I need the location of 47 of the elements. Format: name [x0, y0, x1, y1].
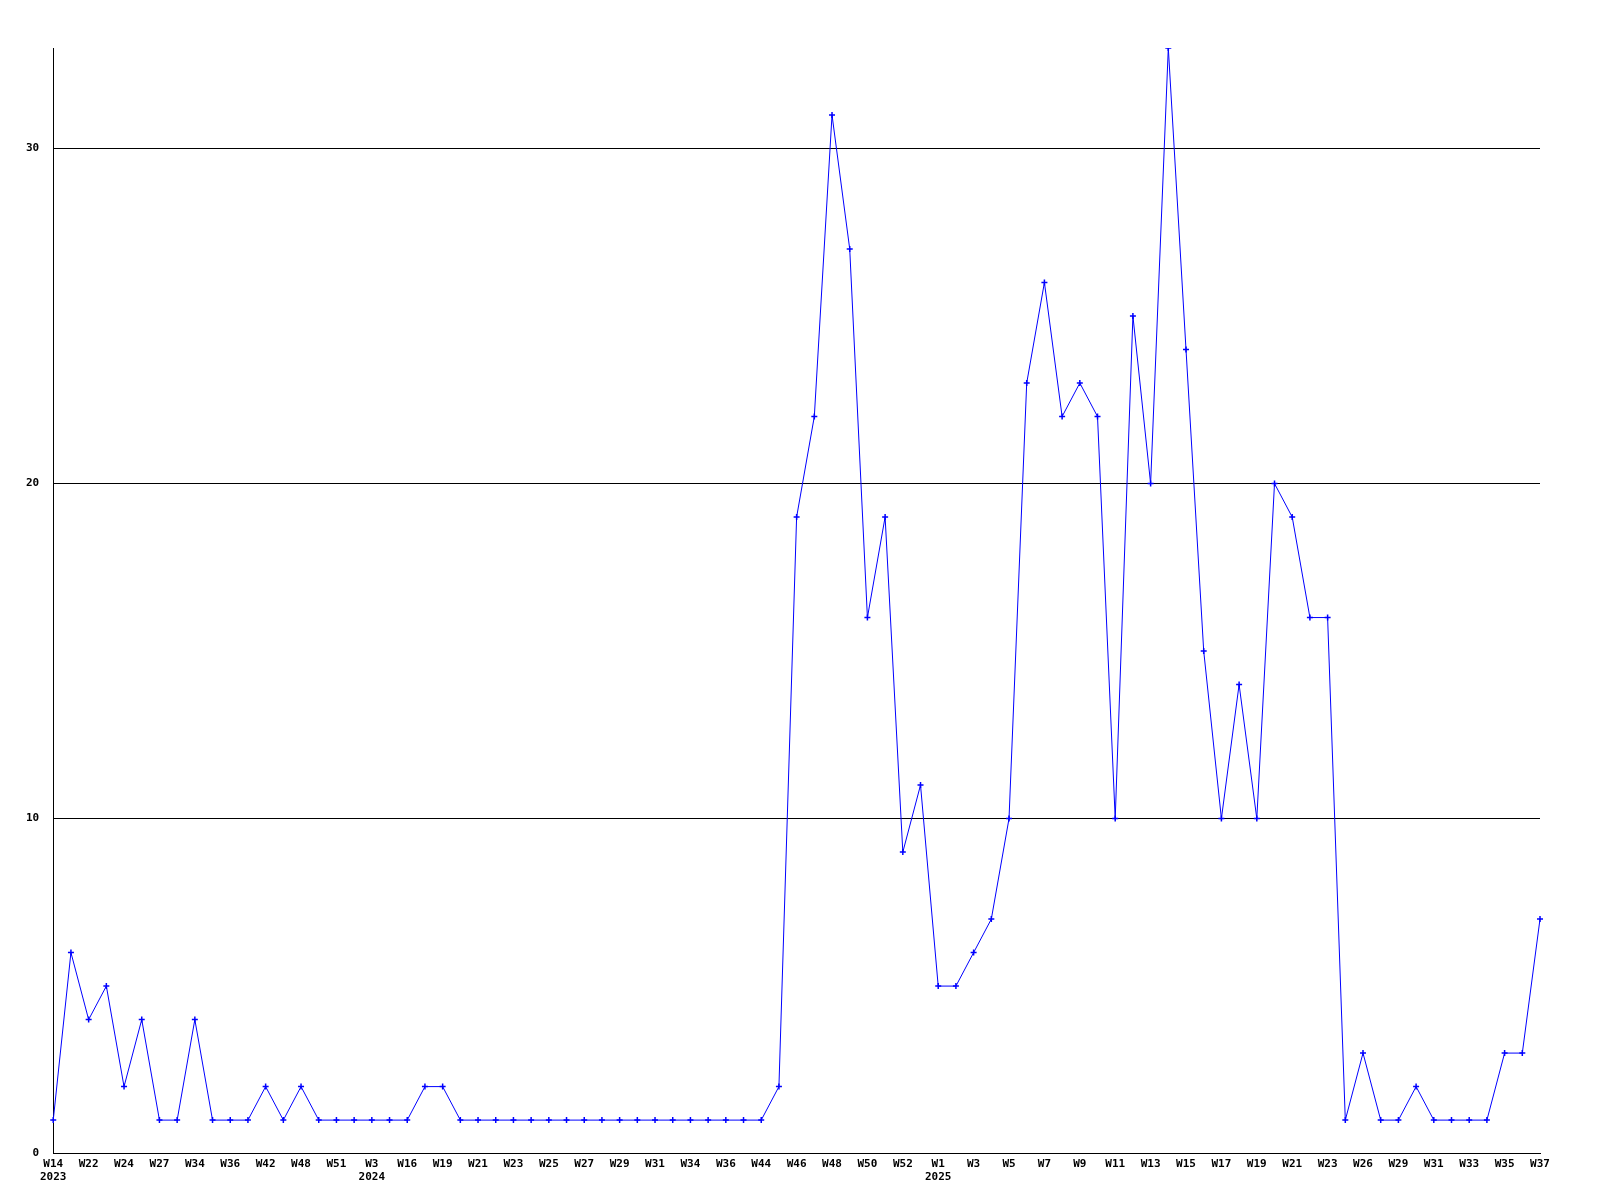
x-tick-label: W29 [609, 1157, 630, 1171]
x-tick-label: W46 [786, 1157, 807, 1171]
x-tick-label: W21 [468, 1157, 489, 1171]
x-tick-label: W14 2023 [40, 1157, 67, 1184]
x-tick-label: W3 2024 [358, 1157, 386, 1184]
x-tick-label: W19 [432, 1157, 453, 1171]
x-tick-label: W23 [503, 1157, 524, 1171]
x-tick-label: W35 [1494, 1157, 1515, 1171]
x-tick-label: W44 [751, 1157, 772, 1171]
x-tick-label: W42 [255, 1157, 276, 1171]
x-tick-label: W31 [645, 1157, 666, 1171]
x-tick-label: W27 [574, 1157, 595, 1171]
x-tick-label: W26 [1353, 1157, 1374, 1171]
x-tick-label: W17 [1211, 1157, 1232, 1171]
x-tick-label: W9 [1073, 1157, 1087, 1171]
x-tick-label: W34 [184, 1157, 206, 1171]
x-tick-label: W7 [1037, 1157, 1052, 1171]
x-tick-label: W22 [78, 1157, 99, 1171]
x-tick-label: W37 [1530, 1157, 1550, 1171]
x-tick-label: W51 [326, 1157, 347, 1171]
x-tick-label: W24 [114, 1157, 135, 1171]
y-tick-label: 0 [32, 1146, 40, 1160]
x-tick-label: W23 [1317, 1157, 1338, 1171]
x-tick-label: W11 [1105, 1157, 1126, 1171]
y-tick-label: 10 [26, 811, 40, 825]
x-tick-label: W36 [220, 1157, 241, 1171]
x-tick-label: W52 [892, 1157, 913, 1171]
x-tick-label: W3 [966, 1157, 981, 1171]
x-tick-label: W29 [1388, 1157, 1409, 1171]
x-tick-label: W31 [1423, 1157, 1445, 1171]
x-tick-label: W19 [1246, 1157, 1267, 1171]
y-tick-label: 30 [26, 141, 40, 155]
x-tick-label: W34 [680, 1157, 701, 1171]
x-tick-label: W13 [1140, 1157, 1161, 1171]
x-tick-label: W48 [291, 1157, 311, 1171]
x-tick-label: W48 [822, 1157, 842, 1171]
y-tick-label: 20 [26, 476, 40, 490]
x-tick-label: W27 [149, 1157, 170, 1171]
x-tick-label: W5 [1002, 1157, 1016, 1171]
x-tick-label: W15 [1176, 1157, 1196, 1171]
x-tick-label: W1 2025 [924, 1157, 952, 1184]
x-tick-label: W36 [715, 1157, 737, 1171]
x-tick-label: W21 [1282, 1157, 1303, 1171]
x-tick-label: W33 [1459, 1157, 1480, 1171]
x-tick-label: W25 [538, 1157, 559, 1171]
x-tick-label: W16 [397, 1157, 418, 1171]
x-tick-label: W50 [857, 1157, 878, 1171]
